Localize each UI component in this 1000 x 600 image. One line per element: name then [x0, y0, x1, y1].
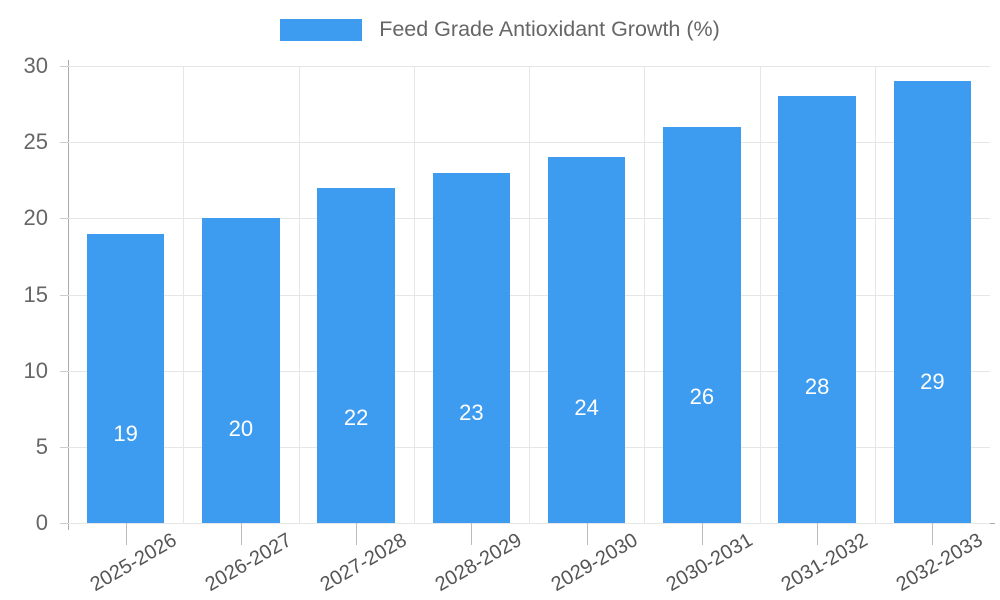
y-axis-tick-mark — [60, 370, 68, 372]
y-axis-tick-label: 15 — [23, 281, 48, 307]
legend-color-swatch — [280, 19, 363, 41]
bar[interactable]: 19 — [86, 233, 165, 523]
gridline-vertical — [529, 66, 530, 523]
bar[interactable]: 29 — [893, 81, 972, 523]
gridline-vertical — [413, 66, 415, 523]
y-axis-tick-mark — [60, 523, 68, 524]
plot-area: 0 5 10 15 20 25 30 19 20 22 23 24 26 28 29 — [24, 55, 990, 545]
gridline-vertical — [183, 66, 185, 523]
y-axis-tick-mark — [60, 66, 68, 67]
x-axis-label: 2030-2031 — [662, 529, 757, 597]
y-axis-tick-label: 25 — [23, 129, 48, 155]
y-axis-tick-mark — [60, 294, 68, 296]
bar-value-label: 29 — [920, 368, 945, 394]
bar[interactable]: 22 — [317, 187, 395, 523]
gridline-vertical — [874, 66, 876, 523]
legend-item-label: Feed Grade Antioxidant Growth (%) — [379, 17, 720, 42]
bar-value-label: 23 — [459, 400, 484, 426]
bar-value-label: 28 — [804, 373, 830, 399]
legend-item[interactable]: Feed Grade Antioxidant Growth (%) — [280, 19, 720, 41]
y-axis-tick-mark — [60, 142, 68, 144]
y-axis-tick-label: 0 — [35, 510, 48, 535]
chart-legend: Feed Grade Antioxidant Growth (%) — [0, 14, 1000, 46]
bar-value-label: 22 — [343, 405, 369, 431]
gridline-vertical — [644, 66, 646, 523]
y-axis-tick-mark — [60, 446, 68, 448]
y-axis-tick-label: 30 — [23, 53, 48, 78]
bar-value-label: 20 — [228, 415, 254, 441]
x-axis-label: 2027-2028 — [316, 529, 411, 597]
x-axis-tick-mark — [817, 523, 819, 545]
gridline-vertical — [298, 66, 300, 523]
bar-value-label: 24 — [574, 394, 599, 420]
x-axis-label: 2025-2026 — [86, 529, 181, 597]
x-axis-label: 2032-2033 — [893, 529, 987, 597]
x-axis-tick-mark — [701, 523, 703, 545]
y-axis-tick-label: 20 — [23, 205, 48, 231]
bar[interactable]: 24 — [547, 157, 626, 523]
x-axis-label: 2026-2027 — [201, 529, 296, 597]
gridline-vertical — [759, 66, 761, 523]
y-axis-tick-label: 5 — [35, 433, 48, 459]
bar[interactable]: 28 — [778, 96, 856, 523]
bar[interactable]: 20 — [202, 218, 280, 523]
x-axis-tick-mark — [586, 523, 588, 545]
bar-value-label: 26 — [689, 384, 715, 410]
x-axis-tick-mark — [125, 523, 127, 545]
x-axis-tick-mark — [240, 523, 242, 545]
x-axis-label: 2029-2030 — [547, 529, 642, 597]
x-axis-tick-mark — [932, 523, 934, 545]
gridline-horizontal — [68, 523, 990, 524]
x-axis-tick-mark — [471, 523, 473, 545]
bar[interactable]: 23 — [432, 172, 511, 523]
x-axis-label: 2031-2032 — [777, 529, 872, 597]
bar[interactable]: 26 — [663, 126, 741, 523]
x-axis-tick-mark — [356, 523, 358, 545]
y-axis-tick-mark — [60, 218, 68, 220]
x-axis-label: 2028-2029 — [432, 529, 526, 597]
y-axis-tick-label: 10 — [23, 357, 48, 383]
bar-value-label: 19 — [113, 421, 138, 447]
